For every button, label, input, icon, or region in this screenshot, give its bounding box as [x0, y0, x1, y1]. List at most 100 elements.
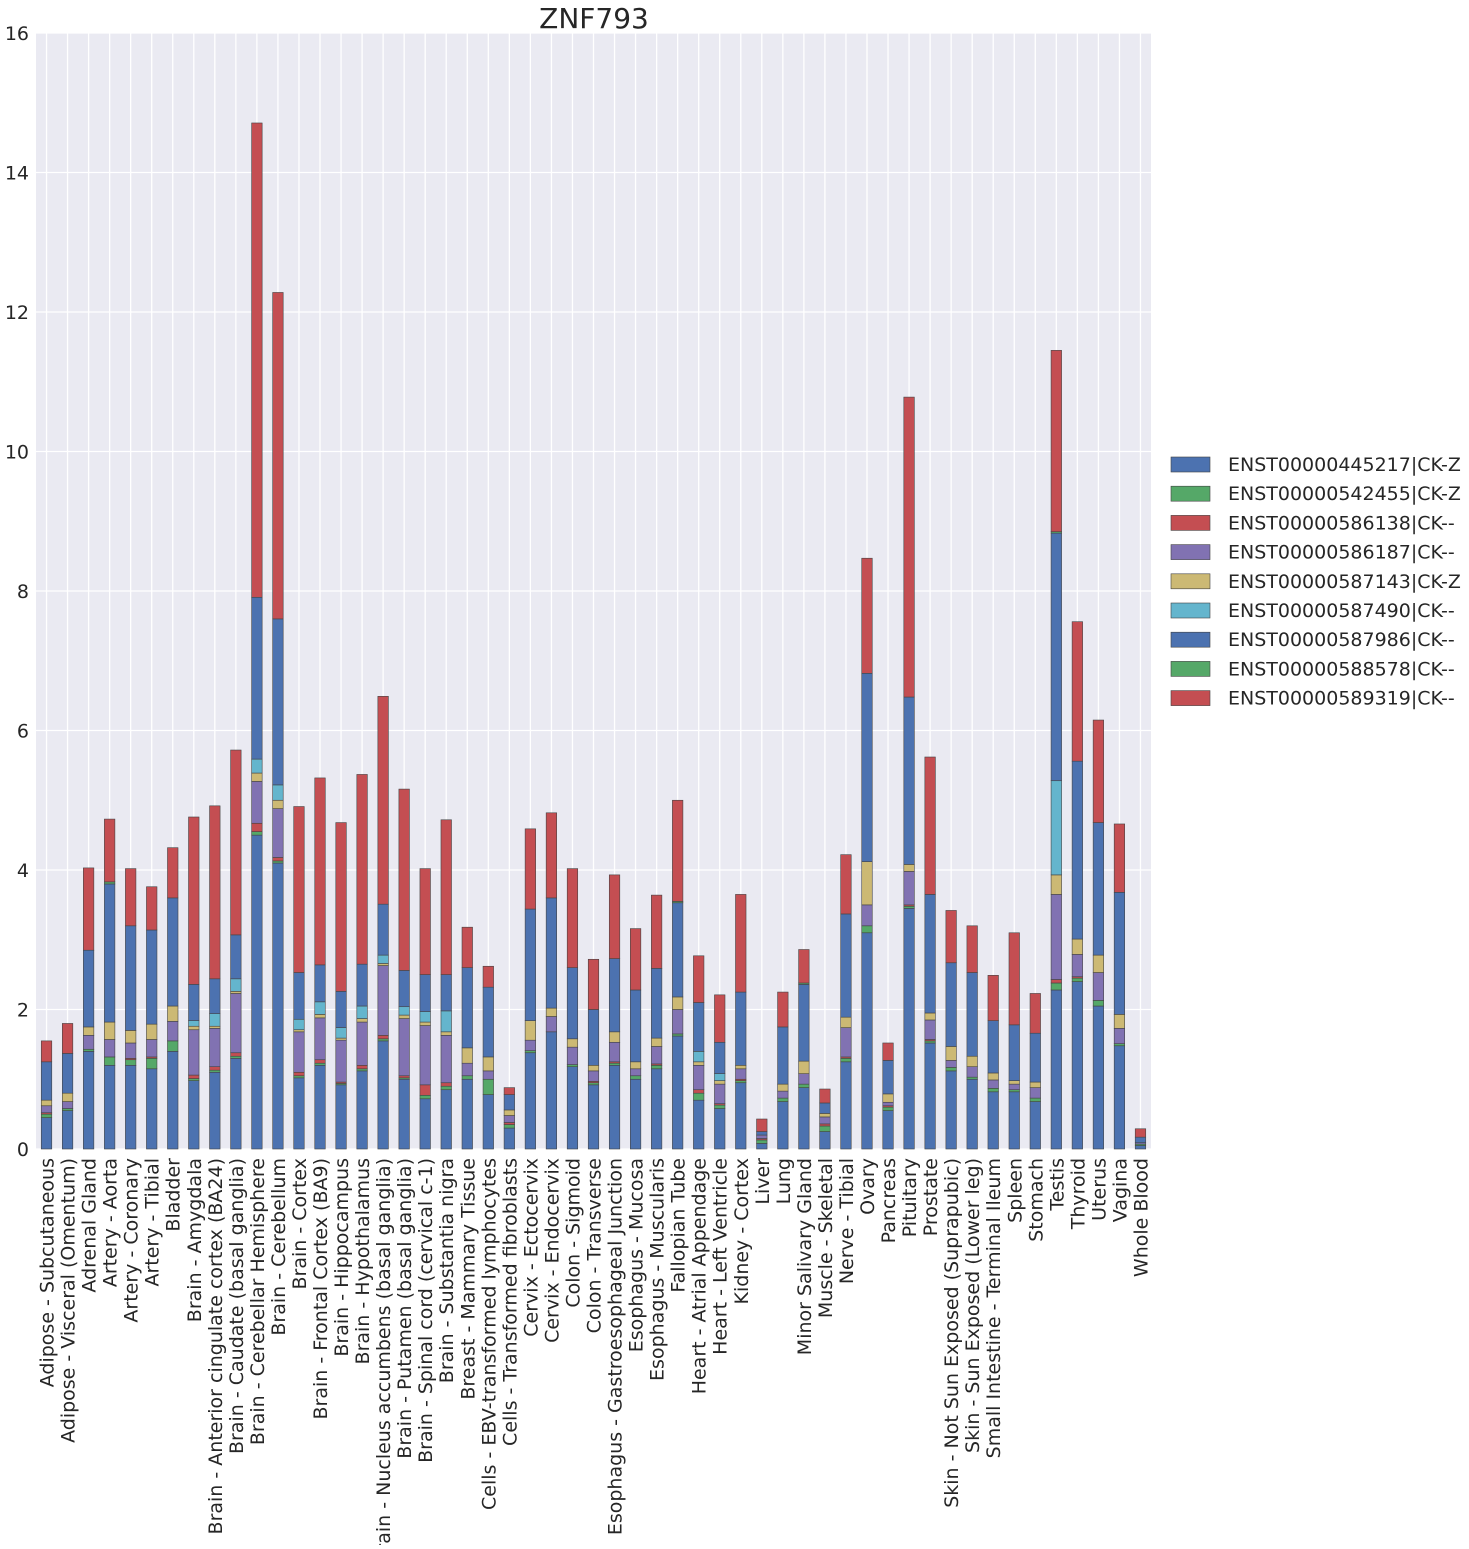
bar-segment-33-8 — [735, 894, 747, 993]
bar-segment-13-6 — [314, 964, 326, 1003]
bar-segment-25-1 — [566, 1064, 579, 1067]
bar-segment-26-8 — [587, 958, 600, 1010]
legend: ENST00000445217|CK-Z ENST00000542455|CK-Z… — [1170, 454, 1461, 710]
bar-segment-18-8 — [419, 868, 431, 975]
legend-label-4: ENST00000587143|CK-Z — [1228, 571, 1461, 593]
bar-segment-27-6 — [608, 958, 621, 1033]
legend-label-0: ENST00000445217|CK-Z — [1228, 454, 1461, 476]
bar-segment-23-6 — [524, 908, 536, 1021]
bar-segment-39-1 — [861, 925, 873, 934]
bar-stack-45 — [987, 975, 999, 1150]
bar-segment-20-6 — [461, 967, 473, 1049]
bar-segment-3-3 — [104, 1039, 116, 1058]
bar-segment-51-8 — [1113, 823, 1126, 893]
bar-segment-15-5 — [356, 1005, 368, 1019]
bar-segment-42-4 — [924, 1012, 936, 1021]
bar-segment-24-3 — [545, 1016, 557, 1033]
bar-stack-3 — [104, 818, 116, 1150]
bar-segment-51-1 — [1113, 1043, 1126, 1047]
x-tick-label-4: Artery - Coronary — [121, 1158, 143, 1323]
bar-segment-3-1 — [104, 1056, 116, 1066]
bar-segment-42-3 — [924, 1019, 936, 1040]
bar-segment-5-8 — [146, 886, 158, 931]
bar-segment-10-6 — [251, 596, 263, 760]
bar-segment-40-1 — [882, 1106, 894, 1111]
bar-segment-44-4 — [966, 1055, 978, 1067]
bar-segment-46-4 — [1008, 1080, 1020, 1085]
bar-segment-14-0 — [335, 1084, 347, 1150]
bar-segment-48-6 — [1050, 532, 1062, 782]
bar-segment-41-4 — [903, 864, 915, 872]
bar-stack-23 — [524, 828, 536, 1150]
bar-segment-47-1 — [1029, 1097, 1041, 1102]
bar-segment-49-4 — [1071, 938, 1083, 955]
bar-segment-25-8 — [566, 868, 579, 968]
bar-segment-19-3 — [440, 1035, 452, 1084]
y-tick-label-1: 2 — [17, 1000, 29, 1022]
bar-segment-40-0 — [882, 1110, 894, 1150]
x-tick-label-1: Adipose - Visceral (Omentum) — [58, 1158, 80, 1443]
x-tick-label-27: Esophagus - Gastroesophageal Junction — [605, 1158, 627, 1535]
bar-segment-28-4 — [630, 1061, 642, 1070]
bar-segment-15-6 — [356, 963, 368, 1007]
bar-segment-13-4 — [314, 1014, 326, 1019]
x-tick-label-2: Adrenal Gland — [79, 1158, 101, 1293]
bar-segment-34-1 — [756, 1139, 768, 1144]
bar-segment-20-0 — [461, 1078, 473, 1150]
bar-segment-9-8 — [230, 749, 242, 936]
y-axis: 0 2 4 6 8 10 12 14 16 — [5, 23, 29, 1161]
bar-segment-30-3 — [672, 1009, 684, 1035]
bar-segment-37-3 — [819, 1116, 831, 1125]
bar-segment-8-6 — [209, 978, 221, 1014]
bar-stack-43 — [945, 910, 957, 1150]
x-tick-label-46: Spleen — [1004, 1158, 1026, 1223]
x-tick-label-19: Brain - Substantia nigra — [436, 1158, 458, 1383]
bar-segment-34-6 — [756, 1131, 768, 1136]
bar-segment-37-2 — [819, 1123, 831, 1127]
bar-segment-27-8 — [608, 874, 621, 959]
bar-segment-33-4 — [735, 1065, 747, 1070]
bar-segment-2-3 — [83, 1035, 95, 1050]
bar-segment-48-0 — [1050, 989, 1062, 1150]
x-tick-label-40: Pancreas — [878, 1158, 900, 1243]
bar-stack-27 — [608, 874, 621, 1150]
bar-segment-7-3 — [188, 1029, 200, 1076]
bar-segment-46-0 — [1008, 1091, 1020, 1150]
bar-segment-42-1 — [924, 1040, 936, 1044]
bar-segment-47-4 — [1029, 1081, 1041, 1088]
bar-segment-47-3 — [1029, 1087, 1041, 1099]
bar-stack-8 — [209, 805, 221, 1150]
x-tick-label-8: Brain - Anterior cingulate cortex (BA24) — [205, 1158, 227, 1534]
bar-segment-15-0 — [356, 1070, 368, 1150]
bar-segment-4-6 — [125, 925, 137, 1031]
bar-segment-5-6 — [146, 929, 158, 1025]
bar-segment-18-4 — [419, 1021, 431, 1026]
bar-segment-32-1 — [714, 1104, 726, 1109]
bar-segment-47-6 — [1029, 1032, 1041, 1083]
bar-segment-12-0 — [293, 1077, 305, 1150]
bar-segment-51-0 — [1113, 1045, 1126, 1150]
bar-segment-22-1 — [503, 1124, 515, 1129]
legend-label-1: ENST00000542455|CK-Z — [1228, 483, 1461, 505]
bar-segment-39-8 — [861, 557, 873, 674]
bar-segment-17-2 — [398, 1075, 410, 1079]
legend-label-2: ENST00000586138|CK-- — [1228, 512, 1455, 534]
bar-segment-29-4 — [651, 1037, 663, 1047]
bar-segment-45-4 — [987, 1072, 999, 1081]
bar-segment-5-0 — [146, 1068, 158, 1150]
bar-segment-46-1 — [1008, 1089, 1020, 1093]
bar-segment-5-3 — [146, 1039, 158, 1058]
bar-segment-22-3 — [503, 1115, 515, 1123]
bar-segment-15-8 — [356, 774, 368, 965]
bar-segment-23-3 — [524, 1039, 536, 1051]
bar-stack-20 — [461, 926, 473, 1150]
bar-segment-30-1 — [672, 1033, 684, 1037]
x-tick-label-24: Cervix - Endocervix — [541, 1158, 563, 1343]
bar-segment-30-8 — [672, 799, 684, 902]
x-tick-label-16: Brain - Nucleus accumbens (basal ganglia… — [373, 1158, 395, 1545]
bar-segment-42-0 — [924, 1042, 936, 1150]
bar-segment-3-4 — [104, 1021, 116, 1040]
bar-segment-14-6 — [335, 991, 347, 1028]
bar-segment-37-8 — [819, 1088, 831, 1104]
bar-stack-5 — [146, 886, 158, 1150]
